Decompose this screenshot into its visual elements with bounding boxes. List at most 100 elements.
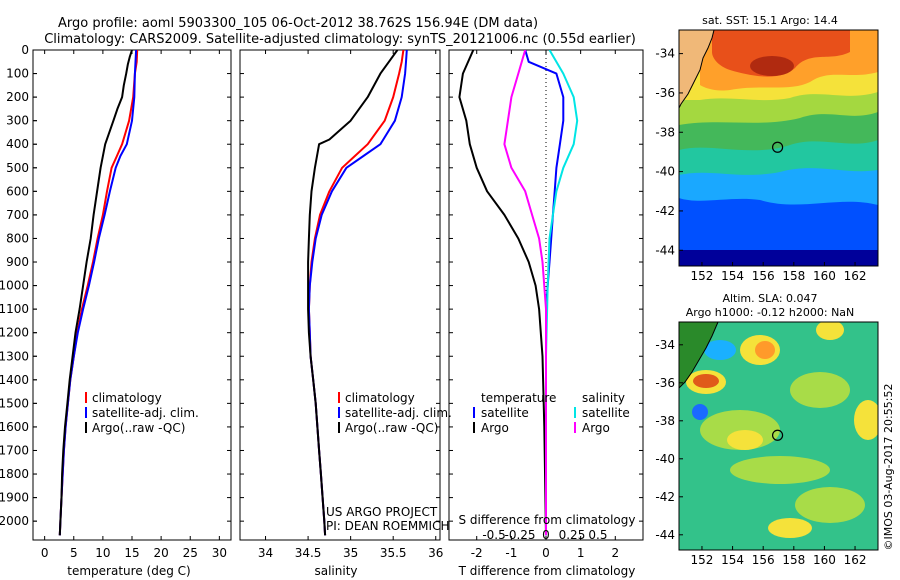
project-annotation-line2: PI: DEAN ROEMMICH: [326, 519, 449, 533]
map-y-tick-label: -44: [655, 528, 675, 542]
sla-map-frame: [678, 321, 879, 551]
series-line-climatology: [58, 50, 139, 536]
land-area: [679, 322, 718, 388]
legend-label-t-argo: Argo: [481, 421, 509, 435]
map-x-tick-label: 156: [752, 553, 775, 567]
series-line-t-argo: [458, 50, 547, 536]
pressure-tick-label: 1900: [0, 491, 29, 505]
map-x-tick-label: 158: [782, 553, 805, 567]
pressure-axis: 0 100 200 300 400 500 600 700 800 900 1000 1100 1200…: [0, 43, 37, 528]
map-y-tick-label: -38: [655, 414, 675, 428]
temperature-legend: climatology satellite-adj. clim. Argo(..…: [85, 391, 199, 435]
pressure-tick-label: 0: [21, 43, 29, 57]
map-x-tick-label: 158: [782, 269, 805, 283]
pressure-tick-label: 100: [6, 67, 29, 81]
sst-map: [679, 30, 878, 266]
salinity-plot: 34 34.5 35 35.5 36: [240, 49, 443, 560]
sla-blob: [727, 430, 763, 450]
legend-label-s-argo: Argo: [582, 421, 610, 435]
map-y-tick-label: -42: [655, 490, 675, 504]
x-tick-label: 20: [153, 546, 168, 560]
sla-blob: [816, 322, 844, 340]
x-tick-label: 0: [542, 546, 550, 560]
figure-title-line1: Argo profile: aoml 5903300_105 06-Oct-20…: [58, 16, 538, 31]
pressure-tick-label: 1500: [0, 396, 29, 410]
x-tick-label: 36: [428, 546, 443, 560]
map-y-tick-label: -38: [655, 125, 675, 139]
pressure-tick-label: 1200: [0, 326, 29, 340]
map-y-tick-label: -40: [655, 165, 675, 179]
legend-label-satellite: satellite-adj. clim.: [92, 406, 199, 420]
s-tick-label: -0.25: [504, 528, 535, 542]
series-line-climatology: [307, 50, 405, 536]
pressure-tick-label: 700: [6, 208, 29, 222]
argo-float-marker: [771, 429, 784, 441]
x-tick-label: 35.5: [380, 546, 407, 560]
imos-watermark: ©IMOS 03-Aug-2017 20:55:52: [882, 384, 895, 551]
argo-float-marker: [771, 141, 784, 153]
s-tick-label: 0.5: [588, 528, 607, 542]
t-difference-xlabel: T difference from climatology: [458, 564, 636, 578]
series-group: [307, 50, 408, 536]
s-tick-label: 0.25: [559, 528, 586, 542]
x-tick-label: 34.5: [295, 546, 322, 560]
map-y-tick-label: -36: [655, 376, 675, 390]
pressure-tick-label: 600: [6, 184, 29, 198]
legend-label-argo: Argo(..raw -QC): [92, 421, 185, 435]
s-difference-label: S difference from climatology: [459, 513, 636, 527]
pressure-tick-label: 1700: [0, 443, 29, 457]
x-tick-label: 30: [212, 546, 227, 560]
pressure-tick-label: 900: [6, 255, 29, 269]
map-y-tick-label: -42: [655, 204, 675, 218]
sst-map-frame: [678, 29, 879, 267]
pressure-tick-label: 300: [6, 114, 29, 128]
series-line-satellite: [58, 50, 138, 536]
pressure-tick-label: 1300: [0, 349, 29, 363]
salinity-xlabel: salinity: [314, 564, 357, 578]
map-x-tick-label: 160: [813, 269, 836, 283]
sla-blob: [768, 518, 812, 538]
temperature-xlabel: temperature (deg C): [67, 564, 190, 578]
legend-title-temperature: temperature: [481, 391, 556, 405]
x-tick-label: -2: [471, 546, 483, 560]
map-x-tick-label: 162: [844, 553, 867, 567]
sla-blob: [693, 374, 719, 388]
x-tick-label: 35: [343, 546, 358, 560]
pressure-tick-label: 1100: [0, 302, 29, 316]
temperature-plot: 0 5 10 15 20 25 30: [33, 49, 231, 560]
sla-map-title-line2: Argo h1000: -0.12 h2000: NaN: [686, 306, 855, 319]
sla-blob: [704, 340, 736, 360]
project-annotation-line1: US ARGO PROJECT: [326, 505, 438, 519]
series-line-s-satellite: [545, 50, 579, 536]
map-x-tick-label: 162: [844, 269, 867, 283]
legend-label-satellite: satellite-adj. clim.: [345, 406, 452, 420]
x-tick-label: 0: [41, 546, 49, 560]
pressure-tick-label: 200: [6, 90, 29, 104]
coastline: [679, 322, 719, 389]
sla-blob: [854, 400, 878, 440]
salinity-plot-frame: [239, 49, 441, 541]
sst-map-title: sat. SST: 15.1 Argo: 14.4: [702, 14, 838, 27]
difference-plot: -2 -1 0 1 2 -0.5-0.25 0 0.25 0.5: [449, 49, 643, 560]
sst-map-axes: 152 154 156 158 160 162 -34 -36 -38 -40 -42 -44: [655, 47, 866, 283]
figure-title-line2: Climatology: CARS2009. Satellite-adjuste…: [44, 32, 636, 47]
pressure-tick-label: 1800: [0, 467, 29, 481]
sla-blob: [755, 341, 775, 359]
series-group: [58, 50, 139, 536]
map-y-tick-label: -40: [655, 452, 675, 466]
sla-blob: [790, 372, 850, 408]
legend-label-climatology: climatology: [345, 391, 415, 405]
map-y-tick-label: -34: [655, 47, 675, 61]
legend-title-salinity: salinity: [582, 391, 625, 405]
map-x-tick-label: 160: [813, 553, 836, 567]
sst-band-red: [712, 30, 850, 77]
x-tick-label: 25: [183, 546, 198, 560]
salinity-legend: climatology satellite-adj. clim. Argo(..…: [338, 391, 452, 435]
map-y-tick-label: -36: [655, 86, 675, 100]
series-line-satellite: [307, 50, 408, 536]
sla-map-axes: 152 154 156 158 160 162 -34 -36 -38 -40 -42 -44: [655, 338, 866, 567]
pressure-tick-label: 800: [6, 231, 29, 245]
map-y-tick-label: -34: [655, 338, 675, 352]
x-tick-label: 15: [124, 546, 139, 560]
